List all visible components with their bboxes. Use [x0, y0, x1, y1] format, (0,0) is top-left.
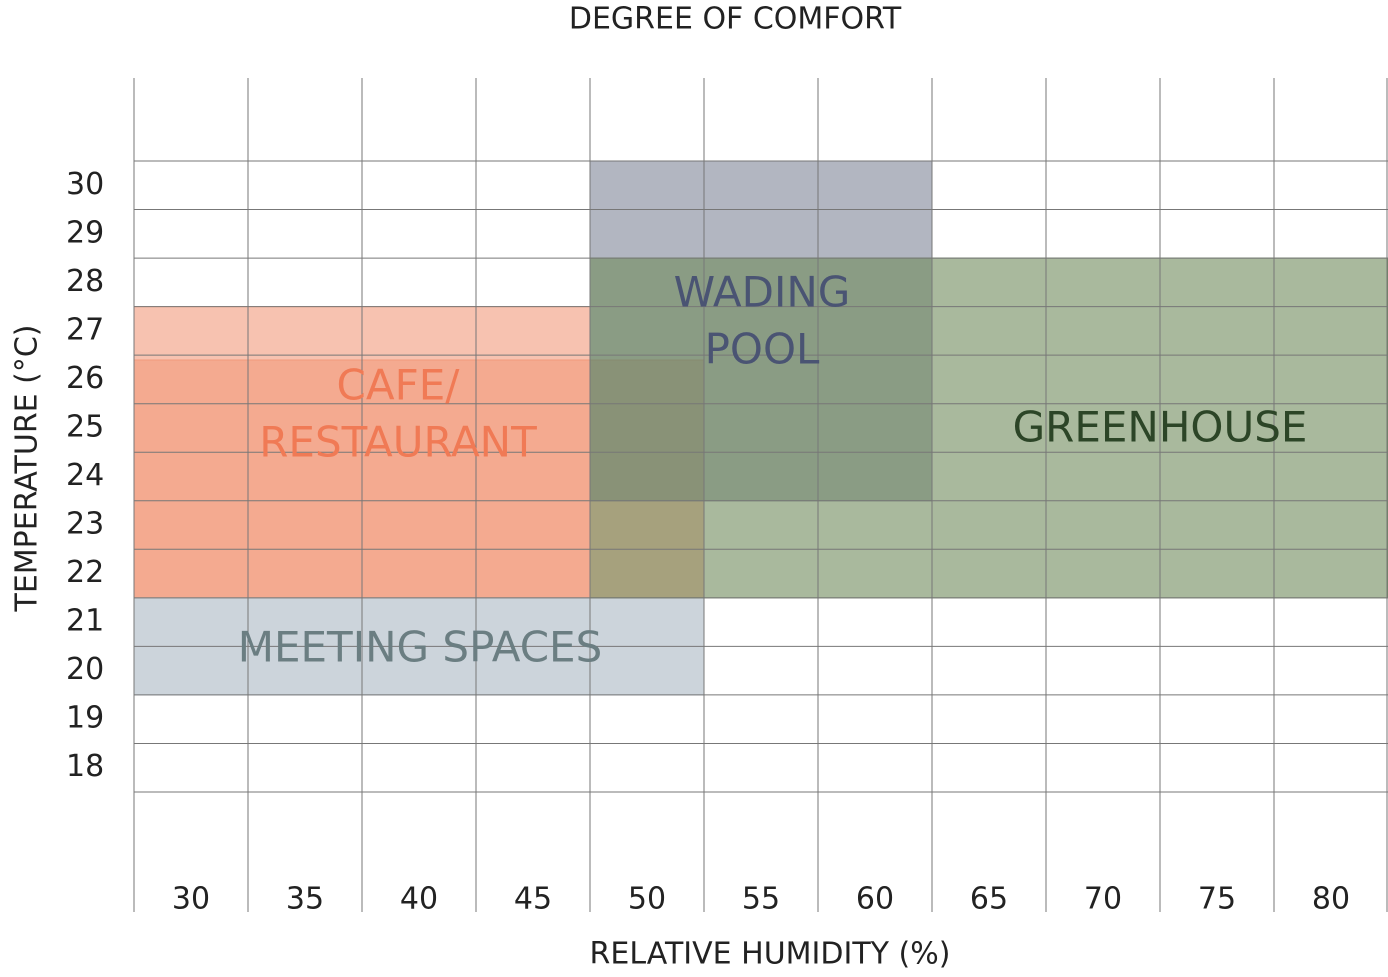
y-tick-label: 19: [66, 701, 104, 736]
x-tick-label: 80: [1312, 882, 1350, 917]
x-axis-label: RELATIVE HUMIDITY (%): [590, 937, 951, 972]
x-tick-label: 65: [970, 882, 1008, 917]
y-tick-label: 18: [66, 749, 104, 784]
x-tick-label: 60: [856, 882, 894, 917]
y-tick-label: 26: [66, 361, 104, 396]
zone-area: [589, 257, 1388, 599]
y-tick-label: 27: [66, 312, 104, 347]
zone-label: GREENHOUSE: [1013, 403, 1308, 452]
y-tick-label: 20: [66, 652, 104, 687]
y-tick-label: 24: [66, 458, 104, 493]
y-tick-label: 21: [66, 604, 104, 639]
x-tick-label: 30: [172, 882, 210, 917]
y-tick-label: 23: [66, 507, 104, 542]
chart-title: DEGREE OF COMFORT: [569, 2, 902, 37]
y-tick-label: 29: [66, 215, 104, 250]
x-tick-label: 45: [514, 882, 552, 917]
x-tick-label: 50: [628, 882, 666, 917]
zone-label: MEETING SPACES: [238, 623, 603, 672]
zone-label: POOL: [705, 325, 820, 374]
zone-label: WADING: [674, 268, 851, 317]
x-tick-label: 75: [1198, 882, 1236, 917]
y-axis-label: TEMPERATURE (°C): [10, 324, 45, 612]
y-tick-label: 25: [66, 409, 104, 444]
y-tick-label: 28: [66, 264, 104, 299]
y-tick-label: 30: [66, 167, 104, 202]
y-tick-label: 22: [66, 555, 104, 590]
x-tick-label: 35: [286, 882, 324, 917]
x-tick-label: 40: [400, 882, 438, 917]
x-tick-label: 55: [742, 882, 780, 917]
zone-label: CAFE/: [337, 361, 461, 410]
x-tick-label: 70: [1084, 882, 1122, 917]
zone-label: RESTAURANT: [259, 418, 537, 467]
